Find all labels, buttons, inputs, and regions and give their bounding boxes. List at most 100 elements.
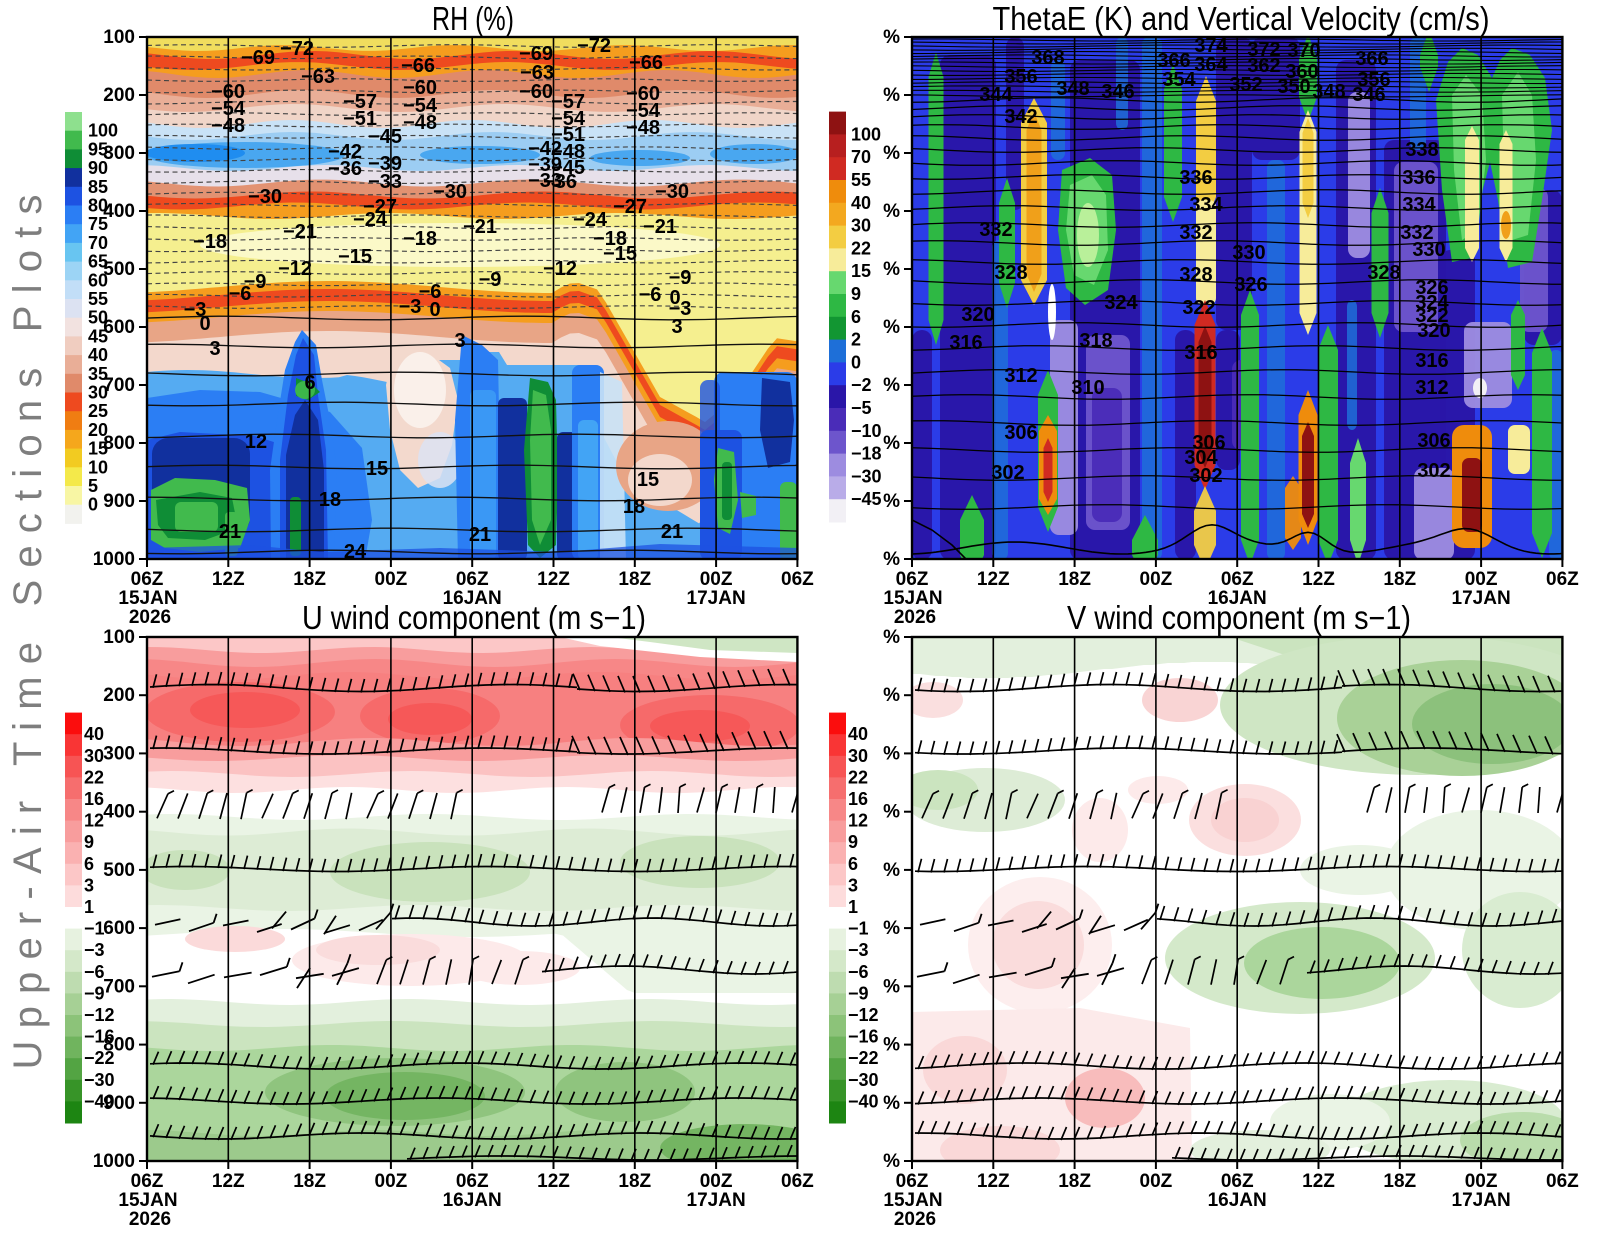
svg-text:V wind component (m s−1): V wind component (m s−1) [1067, 599, 1411, 636]
svg-text:%: % [883, 433, 900, 454]
svg-text:−60: −60 [519, 81, 553, 103]
svg-text:344: 344 [979, 84, 1013, 106]
svg-text:−18: −18 [851, 444, 882, 464]
svg-text:85: 85 [88, 177, 108, 197]
svg-text:%: % [883, 201, 900, 222]
svg-text:−5: −5 [851, 398, 872, 418]
svg-text:%: % [883, 627, 900, 648]
svg-text:−39: −39 [368, 153, 402, 175]
svg-text:%: % [883, 860, 900, 881]
svg-text:338: 338 [1405, 139, 1438, 161]
svg-text:354: 354 [1162, 69, 1196, 91]
svg-text:2026: 2026 [129, 607, 171, 628]
svg-text:−33: −33 [528, 170, 562, 192]
svg-text:1000: 1000 [93, 1151, 135, 1172]
svg-text:−36: −36 [328, 158, 362, 180]
svg-text:334: 334 [1402, 194, 1436, 216]
svg-text:326: 326 [1234, 274, 1267, 296]
svg-text:356: 356 [1004, 66, 1037, 88]
svg-text:310: 310 [1071, 377, 1104, 399]
svg-text:35: 35 [88, 364, 108, 384]
svg-text:−2: −2 [851, 375, 872, 395]
svg-text:%: % [883, 259, 900, 280]
svg-text:18Z: 18Z [1383, 569, 1416, 590]
svg-text:%: % [883, 1151, 900, 1172]
svg-text:40: 40 [84, 724, 104, 744]
svg-text:40: 40 [848, 724, 868, 744]
svg-text:306: 306 [1417, 430, 1450, 452]
svg-text:3: 3 [84, 875, 94, 895]
svg-text:15JAN: 15JAN [118, 1190, 177, 1211]
svg-text:−30: −30 [848, 1070, 879, 1090]
svg-text:−69: −69 [241, 47, 275, 69]
svg-text:366: 366 [1157, 50, 1190, 72]
svg-text:366: 366 [1355, 48, 1388, 70]
svg-text:346: 346 [1352, 84, 1385, 106]
svg-text:12Z: 12Z [977, 569, 1010, 590]
svg-text:30: 30 [848, 746, 868, 766]
svg-text:3: 3 [454, 330, 465, 352]
svg-text:600: 600 [103, 918, 135, 939]
svg-text:302: 302 [1417, 460, 1450, 482]
svg-text:95: 95 [88, 139, 108, 159]
svg-text:75: 75 [88, 214, 108, 234]
svg-text:18Z: 18Z [618, 1171, 651, 1192]
svg-text:−6: −6 [229, 283, 252, 305]
svg-text:326: 326 [1415, 277, 1448, 299]
svg-text:−1: −1 [848, 919, 869, 939]
svg-text:−69: −69 [519, 43, 553, 65]
svg-text:%: % [883, 85, 900, 106]
svg-text:17JAN: 17JAN [687, 1190, 746, 1211]
svg-text:12Z: 12Z [212, 569, 245, 590]
svg-text:−54: −54 [551, 108, 586, 130]
svg-text:20: 20 [88, 420, 108, 440]
svg-text:18Z: 18Z [1058, 1171, 1091, 1192]
svg-text:600: 600 [103, 317, 135, 338]
svg-text:%: % [883, 375, 900, 396]
svg-text:06Z: 06Z [1546, 1171, 1579, 1192]
svg-text:%: % [883, 976, 900, 997]
svg-text:16JAN: 16JAN [1208, 588, 1267, 609]
svg-text:16JAN: 16JAN [1208, 1190, 1267, 1211]
svg-text:30: 30 [84, 746, 104, 766]
svg-text:1000: 1000 [93, 549, 135, 570]
svg-text:18Z: 18Z [618, 569, 651, 590]
svg-text:332: 332 [1400, 222, 1433, 244]
svg-text:348: 348 [1056, 78, 1089, 100]
svg-text:60: 60 [88, 270, 108, 290]
svg-text:00Z: 00Z [375, 1171, 408, 1192]
svg-text:−54: −54 [403, 95, 438, 117]
svg-text:−72: −72 [280, 38, 314, 60]
svg-text:%: % [883, 491, 900, 512]
svg-text:330: 330 [1232, 242, 1265, 264]
svg-text:15JAN: 15JAN [883, 1190, 942, 1211]
svg-text:00Z: 00Z [375, 569, 408, 590]
svg-text:17JAN: 17JAN [1452, 1190, 1511, 1211]
svg-text:06Z: 06Z [896, 569, 929, 590]
svg-text:−18: −18 [193, 231, 227, 253]
svg-text:15: 15 [637, 469, 659, 491]
svg-text:6: 6 [84, 854, 94, 874]
svg-text:%: % [883, 685, 900, 706]
svg-text:−24: −24 [353, 209, 388, 231]
svg-text:−9: −9 [848, 983, 869, 1003]
svg-text:12: 12 [84, 811, 104, 831]
svg-text:%: % [883, 549, 900, 570]
svg-text:−45: −45 [551, 157, 585, 179]
svg-text:2026: 2026 [129, 1209, 171, 1230]
svg-text:−16: −16 [848, 1027, 879, 1047]
svg-text:65: 65 [88, 252, 108, 272]
svg-text:−6: −6 [84, 962, 105, 982]
svg-text:−30: −30 [248, 186, 282, 208]
svg-text:−3: −3 [848, 940, 869, 960]
svg-text:1: 1 [84, 897, 94, 917]
svg-text:3: 3 [671, 316, 682, 338]
svg-text:−48: −48 [551, 141, 585, 163]
svg-text:2026: 2026 [894, 607, 936, 628]
svg-text:342: 342 [1004, 106, 1037, 128]
svg-text:24: 24 [344, 541, 367, 563]
svg-text:700: 700 [103, 375, 135, 396]
svg-text:−60: −60 [403, 77, 437, 99]
svg-text:%: % [883, 918, 900, 939]
svg-text:−40: −40 [848, 1091, 879, 1111]
